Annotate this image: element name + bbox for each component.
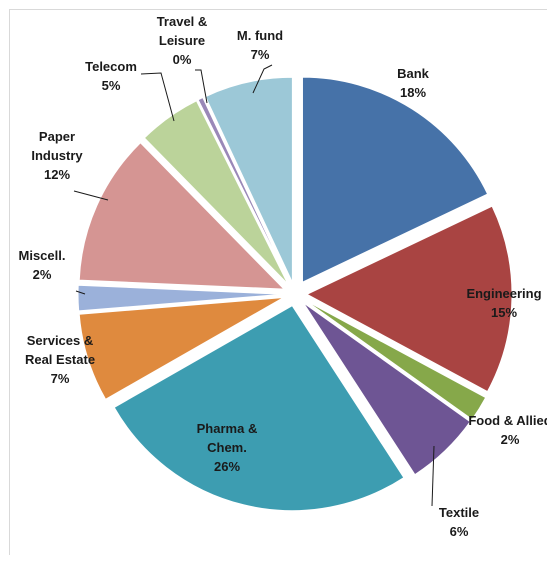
leader-line-8: [140, 72, 175, 122]
pie-slice-8: [143, 100, 289, 285]
pie-slice-2: [304, 299, 487, 421]
pie-slice-0: [301, 76, 489, 283]
slice-label-3: Textile 6%: [439, 505, 479, 539]
slice-label-2: Food & Allied 2%: [468, 413, 547, 447]
leader-line-10: [252, 64, 273, 94]
slice-label-4: Pharma & Chem. 26%: [197, 421, 258, 474]
chart-frame: Bank 18% Engineering 15% Food & Allied 2% Text…: [9, 9, 547, 555]
leader-line-6: [75, 290, 86, 295]
pie-chart: Bank 18% Engineering 15% Food & Allied 2% Text…: [19, 14, 547, 539]
pie-slice-6: [77, 284, 284, 312]
pie-slice-7: [78, 142, 286, 290]
slice-label-1: Engineering 15%: [466, 286, 541, 320]
pie-slice-1: [305, 205, 513, 393]
slice-label-8: Telecom 5%: [85, 59, 137, 93]
slice-label-5: Services & Real Estate 7%: [25, 333, 95, 386]
slice-label-7: Paper Industry 12%: [31, 129, 83, 182]
slice-label-9: Travel & Leisure 0%: [157, 14, 208, 67]
pie-slice-9: [197, 96, 291, 284]
leader-line-3: [431, 445, 435, 507]
slice-label-6: Miscell. 2%: [19, 248, 66, 282]
pie-slice-5: [78, 297, 284, 400]
pie-slice-4: [113, 304, 405, 512]
leader-line-9: [195, 69, 208, 104]
leader-line-7: [73, 190, 109, 201]
slice-label-0: Bank 18%: [397, 66, 430, 100]
pie-slice-3: [302, 302, 471, 476]
slice-label-10: M. fund 7%: [237, 28, 283, 62]
